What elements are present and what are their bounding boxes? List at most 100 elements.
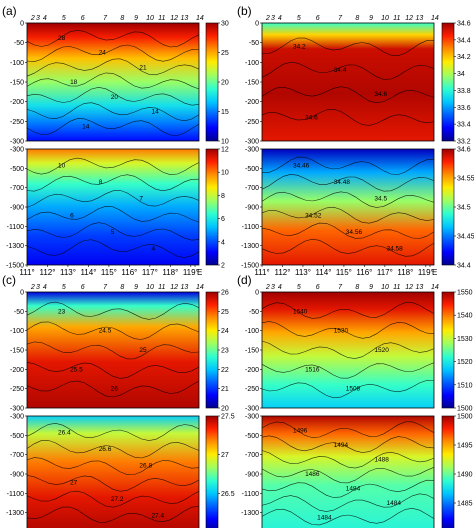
panel-b-upper: 34.2 34.4 34.6 34.6 0 -50 -100 -150 -200 -250 -300… — [245, 21, 471, 146]
panel-d-lower: 1496 1494 1488 1486 1484 1484 1484 -300 -500 -700… — [241, 414, 473, 528]
panel-a-lower: 10 8 7 6 5 4 -300 -500 -700 -900 -1100 -1300 -1500 12… — [6, 147, 229, 270]
y-tick-label: -250 — [10, 386, 24, 393]
contour-line — [26, 102, 200, 122]
contour-label: 34.58 — [387, 245, 404, 252]
colorbar-tick-label: 26 — [221, 290, 229, 297]
contour-line — [261, 173, 435, 192]
y-tick-label: -50 — [249, 40, 259, 47]
contour-label: 10 — [58, 163, 66, 170]
x-tick-label: 119° — [183, 268, 199, 277]
colorbar-tick-label: 15 — [221, 109, 229, 116]
y-tick-label: -500 — [10, 433, 24, 440]
contour-label: 34.2 — [293, 44, 306, 51]
colorbar: 34.6 34.55 34.5 34.45 34.4 — [441, 147, 474, 270]
y-tick-label: -700 — [245, 452, 259, 459]
station-label: 14 — [196, 15, 204, 22]
station-label: 6 — [316, 15, 320, 22]
colorbar-tick-label: 34.45 — [457, 234, 474, 241]
y-tick-label: -250 — [245, 119, 259, 126]
contour-label: 23 — [58, 308, 66, 315]
contour-label: 26 — [111, 386, 119, 393]
contour-label: 34.56 — [346, 229, 363, 236]
y-tick-label: -1100 — [242, 491, 259, 498]
colorbar-tick-label: 34.4 — [457, 263, 471, 270]
contour-line — [26, 239, 200, 258]
colorbar-tick-label: 12 — [221, 147, 229, 154]
colorbar-tick-label: 8 — [221, 193, 225, 200]
y-tick-label: -250 — [10, 119, 24, 126]
x-tick-label: E — [432, 268, 437, 277]
contour-label: 1520 — [374, 347, 389, 354]
y-tick-label: -1100 — [7, 224, 24, 231]
station-label: 13 — [416, 284, 424, 291]
contour-label: 34.52 — [305, 212, 322, 219]
station-label: 9 — [369, 15, 373, 22]
colorbar-tick-label: 1550 — [457, 290, 473, 297]
y-tick-label: -300 — [10, 414, 24, 421]
colorbar-gradient — [205, 415, 219, 528]
x-tick-label: 112° — [274, 268, 290, 277]
y-tick-label: -50 — [14, 40, 24, 47]
station-label: 3 — [36, 284, 40, 291]
contour-line — [261, 493, 435, 512]
panel-a-label: (a) — [2, 4, 17, 18]
contour-line — [261, 450, 435, 469]
colorbar-tick-label: 25 — [221, 50, 229, 57]
station-label: 11 — [158, 15, 165, 22]
colorbar-tick-label: 34 — [457, 71, 465, 78]
station-label: 9 — [134, 15, 138, 22]
station-label: 12 — [170, 284, 178, 291]
x-tick-label: 116° — [356, 268, 372, 277]
contour-line — [26, 506, 200, 523]
heatmap-field — [27, 23, 199, 141]
contour-label: 21 — [139, 64, 147, 71]
x-tick-label: 111° — [19, 268, 34, 277]
station-label: 10 — [146, 284, 154, 291]
station-label: 12 — [405, 284, 413, 291]
x-tick-label: 118° — [397, 268, 413, 277]
contour-line — [26, 118, 200, 136]
y-tick-label: -300 — [10, 139, 24, 146]
colorbar-tick-label: 1530 — [457, 336, 473, 343]
station-label: 12 — [170, 15, 178, 22]
y-tick-label: -700 — [10, 185, 24, 192]
y-tick-label: -100 — [10, 60, 24, 67]
contour-label: 1484 — [346, 486, 361, 493]
y-tick-label: -50 — [249, 309, 259, 316]
contour-line — [261, 340, 435, 359]
colorbar-tick-label: 34.6 — [457, 21, 471, 28]
heatmap-field — [27, 416, 199, 528]
contour-line — [261, 435, 435, 453]
y-tick-label: -100 — [245, 328, 259, 335]
y-tick-label: -200 — [10, 367, 24, 374]
colorbar: 26 25 24 23 22 21 20 — [205, 290, 229, 413]
station-label: 14 — [431, 15, 439, 22]
contour-label: 34.6 — [374, 91, 387, 98]
y-tick-label: -150 — [245, 348, 259, 355]
colorbar-tick-label: 34.55 — [457, 176, 474, 183]
contour-line — [261, 61, 435, 80]
station-label: 8 — [120, 15, 124, 22]
contour-line — [26, 190, 200, 208]
y-tick-label: -100 — [10, 328, 24, 335]
colorbar-tick-label: 34.6 — [457, 147, 471, 154]
station-label: 14 — [196, 284, 204, 291]
contour-line — [26, 301, 200, 320]
contour-line — [261, 206, 435, 224]
panel-d-upper: 1540 1530 1520 1516 1508 0 -50 -100 -150 -200 -250… — [245, 290, 473, 413]
station-label: 6 — [81, 15, 85, 22]
x-tick-label: 119° — [418, 268, 434, 277]
contour-line — [262, 156, 435, 175]
contour-line — [261, 380, 435, 399]
contour-line — [26, 222, 200, 241]
contour-line — [26, 457, 200, 476]
station-label: 10 — [146, 15, 154, 22]
y-tick-label: -900 — [10, 205, 24, 212]
y-tick-label: -200 — [245, 367, 259, 374]
station-label: 4 — [43, 15, 47, 22]
contour-label: 5 — [111, 229, 115, 236]
colorbar-tick-label: 10 — [221, 170, 229, 177]
station-label: 13 — [416, 15, 424, 22]
contour-label: 14 — [82, 123, 90, 130]
